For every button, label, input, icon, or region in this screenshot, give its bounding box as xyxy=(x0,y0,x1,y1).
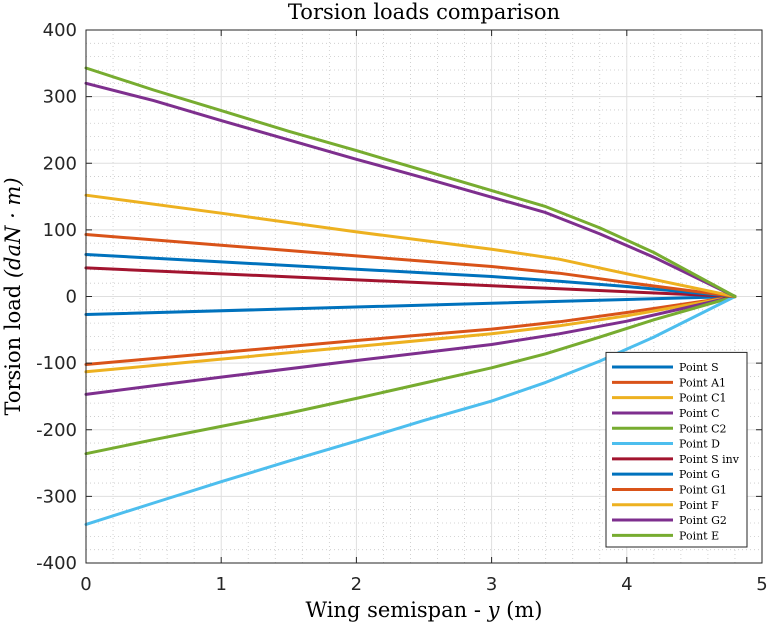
legend-label-9: Point G1 xyxy=(679,483,727,496)
y-tick-label: -400 xyxy=(36,553,77,574)
legend-label-10: Point F xyxy=(679,499,719,512)
legend-box xyxy=(605,351,748,548)
y-tick-label: 200 xyxy=(43,153,77,174)
x-axis-label-unit: (m) xyxy=(506,598,542,622)
legend-label-11: Point G2 xyxy=(679,514,727,527)
x-axis-label-var: y xyxy=(487,598,507,622)
chart-title: Torsion loads comparison xyxy=(288,0,560,24)
legend-label-4: Point C xyxy=(679,407,720,420)
legend-label-6: Point D xyxy=(679,438,720,451)
y-tick-label: -100 xyxy=(36,353,77,374)
series-line-11 xyxy=(84,81,737,298)
y-tick-label: -200 xyxy=(36,420,77,441)
legend-label-12: Point E xyxy=(679,529,719,542)
series-line-5 xyxy=(84,295,737,456)
legend-label-7: Point S inv xyxy=(679,453,740,466)
series-line-7 xyxy=(84,266,737,298)
legend-label-8: Point G xyxy=(679,468,720,481)
legend-label-5: Point C2 xyxy=(679,422,727,435)
x-axis-label-text: Wing semispan - xyxy=(306,598,488,622)
x-tick-label: 5 xyxy=(756,574,767,595)
series-line-8 xyxy=(84,253,737,298)
y-tick-label: 0 xyxy=(66,287,77,308)
y-tick-label: 100 xyxy=(43,220,77,241)
x-tick-label: 3 xyxy=(486,574,497,595)
x-tick-label: 4 xyxy=(621,574,632,595)
series-line-1 xyxy=(84,295,737,316)
y-tick-label: 400 xyxy=(43,20,77,41)
x-tick-label: 1 xyxy=(215,574,226,595)
x-axis-label: Wing semispan - y (m) xyxy=(306,598,543,622)
legend-label-1: Point S xyxy=(679,361,719,374)
legend-label-3: Point C1 xyxy=(679,392,727,405)
y-tick-label: 300 xyxy=(43,87,77,108)
y-tick-label: -300 xyxy=(36,486,77,507)
legend-label-2: Point A1 xyxy=(679,376,726,389)
series-line-3 xyxy=(84,295,737,374)
series-line-9 xyxy=(84,233,737,298)
series-line-12 xyxy=(84,66,737,298)
series-line-4 xyxy=(84,295,737,396)
x-tick-label: 2 xyxy=(351,574,362,595)
y-axis-label-text: Torsion load xyxy=(1,278,25,415)
y-axis-label-unit: (daN · m) xyxy=(1,177,25,278)
y-axis-label: Torsion load (daN · m) xyxy=(1,177,25,415)
series-line-2 xyxy=(84,295,737,366)
series-line-10 xyxy=(84,193,737,298)
x-tick-label: 0 xyxy=(80,574,91,595)
